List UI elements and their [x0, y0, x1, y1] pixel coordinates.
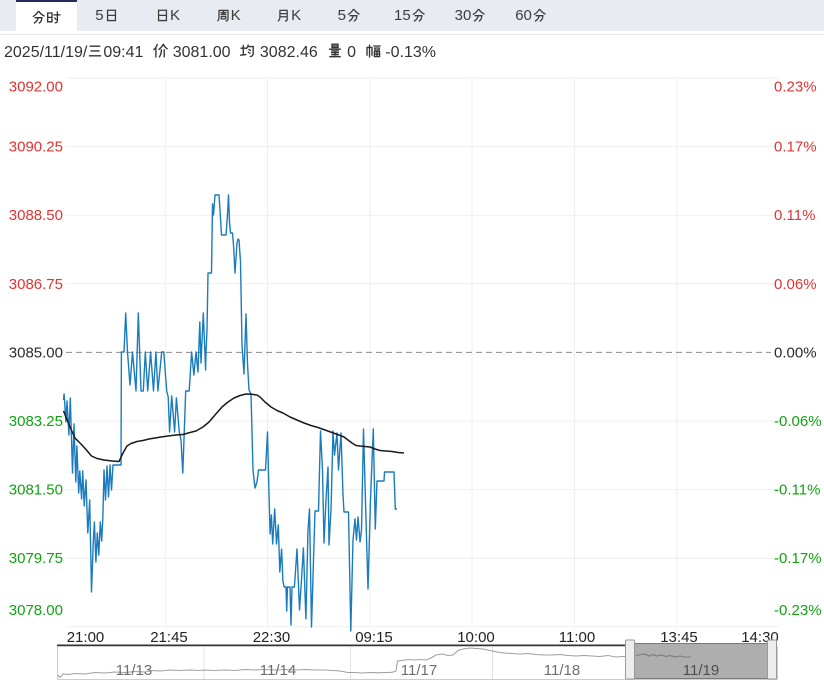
svg-text:0.00%: 0.00% — [774, 344, 817, 361]
svg-text:0.11%: 0.11% — [774, 207, 815, 224]
svg-text:11/13: 11/13 — [116, 662, 152, 679]
svg-text:11/18: 11/18 — [544, 662, 580, 679]
svg-text:-0.11%: -0.11% — [774, 482, 820, 499]
svg-text:09:15: 09:15 — [355, 629, 393, 646]
svg-text:3088.50: 3088.50 — [9, 207, 63, 224]
svg-text:3090.25: 3090.25 — [9, 139, 63, 156]
svg-text:0.23%: 0.23% — [774, 79, 817, 96]
svg-text:3083.25: 3083.25 — [9, 413, 63, 430]
svg-text:11:00: 11:00 — [559, 629, 595, 646]
svg-text:11/17: 11/17 — [401, 662, 437, 679]
svg-text:3081.50: 3081.50 — [9, 482, 63, 499]
svg-text:3079.75: 3079.75 — [9, 550, 63, 567]
svg-text:-0.17%: -0.17% — [774, 550, 822, 567]
svg-text:22:30: 22:30 — [253, 629, 291, 646]
svg-text:3085.00: 3085.00 — [9, 344, 63, 361]
svg-text:3092.00: 3092.00 — [9, 79, 63, 96]
svg-text:10:00: 10:00 — [457, 629, 495, 646]
svg-text:3078.00: 3078.00 — [9, 602, 63, 619]
svg-text:3086.75: 3086.75 — [9, 276, 63, 293]
svg-text:-0.23%: -0.23% — [774, 602, 822, 619]
svg-text:0.06%: 0.06% — [774, 276, 817, 293]
svg-text:11/14: 11/14 — [260, 662, 296, 679]
svg-text:13:45: 13:45 — [660, 629, 698, 646]
svg-text:21:00: 21:00 — [67, 629, 105, 646]
svg-text:11/19: 11/19 — [683, 662, 719, 679]
svg-text:-0.06%: -0.06% — [774, 413, 822, 430]
svg-text:0.17%: 0.17% — [774, 139, 817, 156]
svg-text:21:45: 21:45 — [150, 629, 188, 646]
